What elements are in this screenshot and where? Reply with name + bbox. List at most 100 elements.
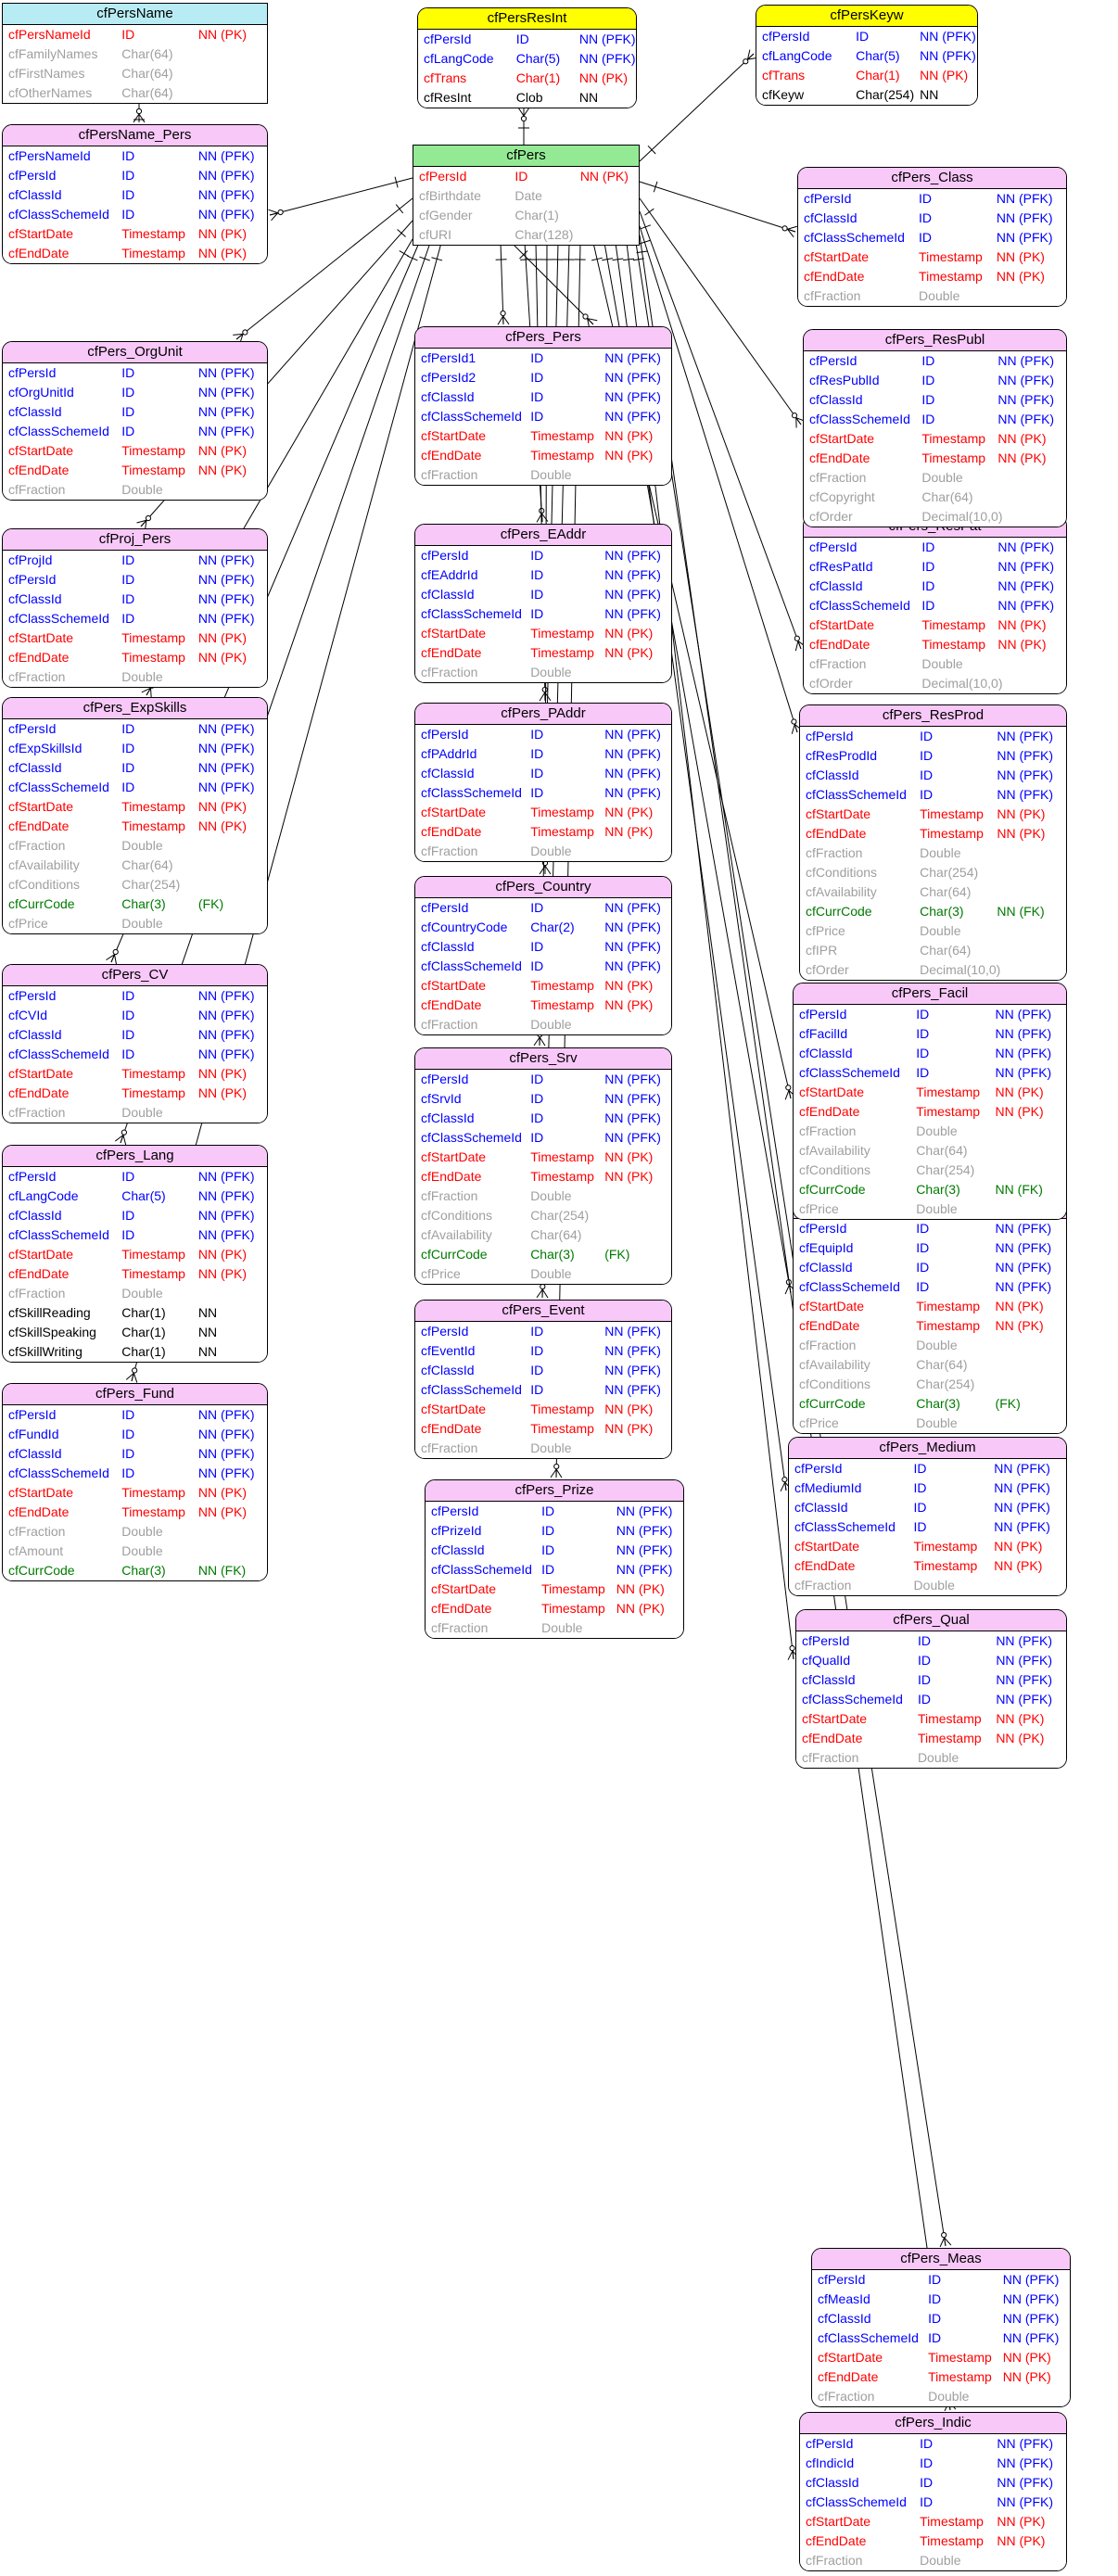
column-constraint: NN bbox=[197, 1325, 218, 1339]
table-cfpers_facil[interactable]: cfPers_Facil cfPersId ID NN (PFK) cfFacilId I… bbox=[793, 983, 1067, 1220]
column-name: cfClassId bbox=[799, 1260, 853, 1275]
column-constraint bbox=[198, 856, 267, 875]
column-type: ID bbox=[515, 32, 529, 46]
table-cfpersname[interactable]: cfPersName cfPersNameId ID NN (PK) cfFamilyN… bbox=[2, 3, 268, 104]
column-constraint: NN (PFK) bbox=[197, 187, 255, 202]
column-row: cfConditions Char(254) bbox=[3, 875, 267, 895]
table-cfpers_country[interactable]: cfPers_Country cfPersId ID NN (PFK) cfCountr… bbox=[414, 876, 672, 1035]
column-type: ID bbox=[121, 1027, 135, 1042]
table-cfpers_medium[interactable]: cfPers_Medium cfPersId ID NN (PFK) cfMediumI… bbox=[788, 1437, 1067, 1596]
table-cfpers_class[interactable]: cfPers_Class cfPersId ID NN (PFK) cfClassId I… bbox=[797, 167, 1067, 307]
table-cfpers_meas[interactable]: cfPers_Meas cfPersId ID NN (PFK) cfMeasId ID N… bbox=[811, 2248, 1071, 2407]
column-name: cfFraction bbox=[421, 1188, 478, 1203]
table-cfpers_srv[interactable]: cfPers_Srv cfPersId ID NN (PFK) cfSrvId ID NN … bbox=[414, 1047, 672, 1285]
column-type: Timestamp bbox=[541, 1601, 605, 1616]
column-type: Char(3) bbox=[121, 1563, 166, 1578]
column-row: cfOrgUnitId ID NN (PFK) bbox=[3, 383, 267, 402]
column-row: cfClassId ID NN (PFK) bbox=[3, 185, 267, 205]
column-type: Timestamp bbox=[916, 1318, 981, 1333]
table-cfpers_event[interactable]: cfPers_Event cfPersId ID NN (PFK) cfEventId I… bbox=[414, 1300, 672, 1459]
column-type: Timestamp bbox=[928, 2369, 992, 2384]
column-constraint: NN (PK) bbox=[197, 1247, 248, 1262]
column-constraint: NN (FK) bbox=[995, 1182, 1043, 1197]
column-name: cfProjId bbox=[8, 552, 53, 567]
column-constraint: NN (PFK) bbox=[197, 988, 255, 1003]
column-name: cfIPR bbox=[806, 943, 838, 958]
column-row: cfClassSchemeId ID NN (PFK) bbox=[3, 778, 267, 797]
column-constraint: NN (PFK) bbox=[197, 365, 255, 380]
column-type: Double bbox=[921, 470, 963, 485]
table-cfpers_orgunit[interactable]: cfPers_OrgUnit cfPersId ID NN (PFK) cfOrgUni… bbox=[2, 341, 268, 501]
column-name: cfPersId1 bbox=[421, 350, 476, 365]
column-constraint: (FK) bbox=[604, 1247, 630, 1262]
column-row: cfPersId ID NN (PFK) bbox=[800, 2434, 1066, 2454]
column-constraint bbox=[604, 1186, 671, 1206]
column-type: Timestamp bbox=[916, 1085, 981, 1099]
table-cfpers_respat[interactable]: cfPers_ResPatcfPersIdIDNN (PFK)cfResPatI… bbox=[803, 515, 1067, 694]
column-name: cfPersId bbox=[799, 1221, 847, 1236]
column-name: cfAvailability bbox=[799, 1143, 870, 1158]
column-name: cfFraction bbox=[8, 1105, 66, 1120]
column-row: cfCurrCode Char(3) (FK) bbox=[794, 1394, 1066, 1414]
column-row: cfClassSchemeId ID NN (PFK) bbox=[3, 1225, 267, 1245]
table-cfpers_eaddr[interactable]: cfPers_EAddr cfPersId ID NN (PFK) cfEAddrId I… bbox=[414, 524, 672, 683]
column-type: Double bbox=[530, 1188, 572, 1203]
column-name: cfBirthdate bbox=[419, 188, 481, 203]
column-type: Timestamp bbox=[917, 1711, 982, 1726]
table-cfperskeyw[interactable]: cfPersKeyw cfPersId ID NN (PFK) cfLangCode Ch… bbox=[756, 5, 978, 106]
table-title: cfPers_CV bbox=[3, 965, 267, 986]
column-type: Double bbox=[921, 656, 963, 671]
column-row: cfEndDate Timestamp NN (PK) bbox=[804, 449, 1066, 468]
column-row: cfTrans Char(1) NN (PK) bbox=[756, 66, 977, 85]
column-row: cfFraction Double bbox=[426, 1618, 683, 1638]
column-row: cfConditions Char(254) bbox=[800, 863, 1066, 882]
column-row: cfMediumId ID NN (PFK) bbox=[789, 1478, 1066, 1498]
table-cfpersname_pers[interactable]: cfPersName_Pers cfPersNameId ID NN (PFK) cfP… bbox=[2, 124, 268, 264]
column-constraint: NN (PFK) bbox=[197, 1208, 255, 1223]
column-type: Char(1) bbox=[121, 1305, 166, 1320]
table-cfpers_pers[interactable]: cfPers_Pers cfPersId1 ID NN (PFK) cfPersId2 I… bbox=[414, 326, 672, 486]
column-name: cfFraction bbox=[421, 665, 478, 679]
table-cfpers[interactable]: cfPers cfPersId ID NN (PK) cfBirthdate Date cf… bbox=[413, 145, 640, 246]
column-type: ID bbox=[916, 1279, 930, 1294]
column-name: cfIndicId bbox=[806, 2455, 855, 2470]
column-row: cfCurrCode Char(3) NN (FK) bbox=[800, 902, 1066, 921]
column-name: cfFraction bbox=[799, 1338, 857, 1352]
column-constraint: NN (PFK) bbox=[997, 578, 1055, 593]
table-cfpers_resprod[interactable]: cfPers_ResProd cfPersId ID NN (PFK) cfResPro… bbox=[799, 704, 1067, 981]
column-constraint: NN (PK) bbox=[197, 1085, 248, 1100]
column-row: cfPrice Double bbox=[3, 914, 267, 933]
table-cfpers_fund[interactable]: cfPers_Fund cfPersId ID NN (PFK) cfFundId ID N… bbox=[2, 1383, 268, 1581]
column-name: cfClassSchemeId bbox=[794, 1519, 896, 1534]
column-name: cfPersId bbox=[8, 1169, 57, 1184]
table-cfproj_pers[interactable]: cfProj_Pers cfProjId ID NN (PFK) cfPersId ID N… bbox=[2, 528, 268, 688]
column-row: cfFraction Double bbox=[415, 663, 671, 682]
column-constraint: NN (PK) bbox=[997, 617, 1047, 632]
table-cfpers_prize[interactable]: cfPers_Prize cfPersId ID NN (PFK) cfPrizeId I… bbox=[425, 1479, 684, 1639]
column-constraint bbox=[198, 1542, 267, 1561]
column-row: cfStartDate Timestamp NN (PK) bbox=[3, 441, 267, 461]
table-cfpers_equip[interactable]: cfPers_EquipcfPersIdIDNN (PFK)cfEquipIdI… bbox=[793, 1197, 1067, 1434]
table-cfpers_cv[interactable]: cfPers_CV cfPersId ID NN (PFK) cfCVId ID NN (P… bbox=[2, 964, 268, 1123]
column-constraint: NN (PFK) bbox=[997, 412, 1055, 426]
column-constraint: NN (PFK) bbox=[604, 727, 661, 742]
table-cfpers_indic[interactable]: cfPers_Indic cfPersId ID NN (PFK) cfIndicId I… bbox=[799, 2412, 1067, 2571]
column-name: cfClassId bbox=[421, 587, 475, 602]
table-cfpers_lang[interactable]: cfPers_Lang cfPersId ID NN (PFK) cfLangCode C… bbox=[2, 1145, 268, 1363]
column-name: cfClassSchemeId bbox=[802, 1692, 903, 1707]
table-cfpers_expskills[interactable]: cfPers_ExpSkills cfPersId ID NN (PFK) cfExpS… bbox=[2, 697, 268, 934]
column-name: cfKeyw bbox=[762, 87, 805, 102]
column-constraint: NN bbox=[578, 90, 599, 105]
table-cfpers_qual[interactable]: cfPers_Qual cfPersId ID NN (PFK) cfQualId ID N… bbox=[795, 1609, 1067, 1769]
table-cfpersresint[interactable]: cfPersResInt cfPersId ID NN (PFK) cfLangCode… bbox=[417, 7, 637, 108]
table-cfpers_paddr[interactable]: cfPers_PAddr cfPersId ID NN (PFK) cfPAddrId I… bbox=[414, 703, 672, 862]
column-row: cfPersId1 ID NN (PFK) bbox=[415, 349, 671, 368]
column-name: cfSkillReading bbox=[8, 1305, 91, 1320]
table-cfpers_respubl[interactable]: cfPers_ResPubl cfPersId ID NN (PFK) cfResPub… bbox=[803, 329, 1067, 527]
column-row: cfEndDate Timestamp NN (PK) bbox=[415, 1419, 671, 1439]
column-name: cfConditions bbox=[799, 1377, 871, 1391]
column-name: cfStartDate bbox=[8, 1485, 74, 1500]
column-row: cfGender Char(1) bbox=[413, 206, 639, 225]
column-row: cfClassId ID NN (PFK) bbox=[3, 1025, 267, 1045]
column-row: cfFraction Double bbox=[3, 1103, 267, 1123]
